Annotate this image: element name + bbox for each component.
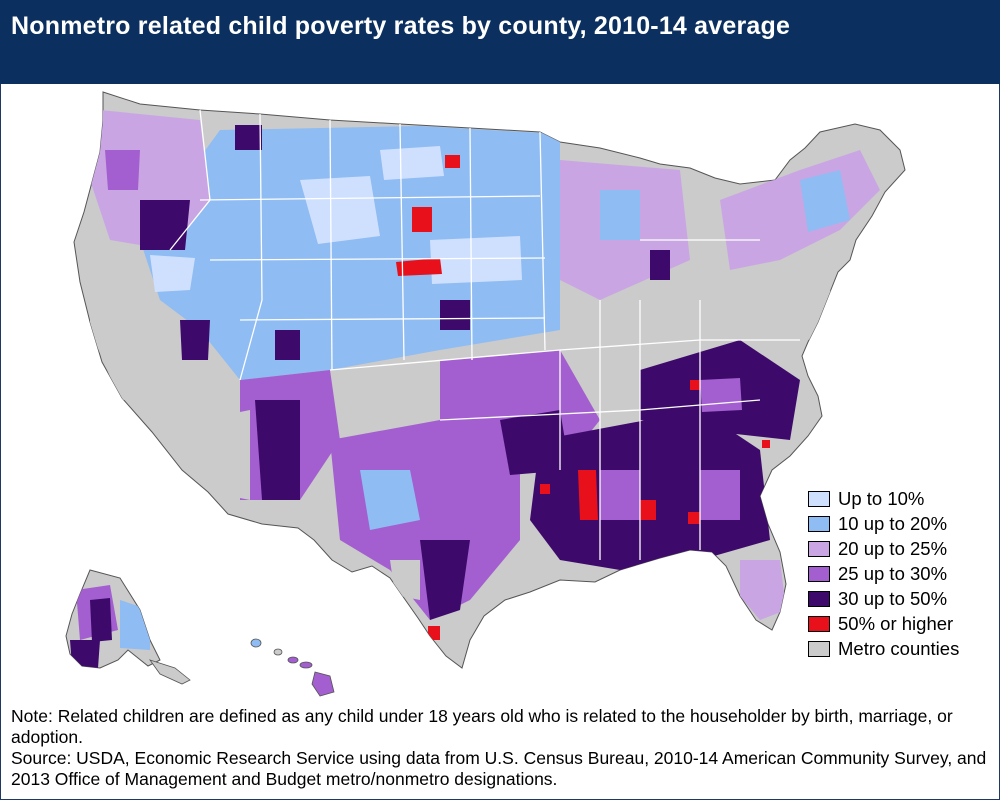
- legend-label: 10 up to 20%: [838, 513, 948, 534]
- legend-label: 25 up to 30%: [838, 563, 948, 584]
- state-borders: [169, 109, 800, 560]
- legend-swatch: [808, 541, 830, 557]
- legend-item: 25 up to 30%: [808, 562, 947, 586]
- legend-item: 30 up to 50%: [808, 587, 947, 611]
- source-text: Source: USDA, Economic Research Service …: [11, 748, 987, 789]
- legend-item: 10 up to 20%: [808, 512, 947, 536]
- legend-swatch: [808, 491, 830, 507]
- legend-label: 20 up to 25%: [838, 538, 948, 559]
- legend-swatch: [808, 616, 830, 632]
- map-title: Nonmetro related child poverty rates by …: [11, 12, 791, 40]
- legend-swatch: [808, 566, 830, 582]
- legend-swatch: [808, 516, 830, 532]
- title-bar: Nonmetro related child poverty rates by …: [0, 0, 1000, 84]
- us-county-map: [65, 91, 906, 697]
- note-text: Note: Related children are defined as an…: [11, 706, 953, 747]
- legend-swatch: [808, 641, 830, 657]
- legend-label: Metro counties: [838, 638, 960, 659]
- legend-item: 50% or higher: [808, 612, 953, 636]
- legend-item: Up to 10%: [808, 487, 924, 511]
- notes: Note: Related children are defined as an…: [11, 706, 996, 790]
- legend-swatch: [808, 591, 830, 607]
- hawaii-map: [250, 638, 335, 697]
- legend-item: 20 up to 25%: [808, 537, 947, 561]
- legend-label: 50% or higher: [838, 613, 954, 634]
- legend-label: 30 up to 50%: [838, 588, 948, 609]
- legend-label: Up to 10%: [838, 488, 925, 509]
- legend-item: Metro counties: [808, 637, 959, 661]
